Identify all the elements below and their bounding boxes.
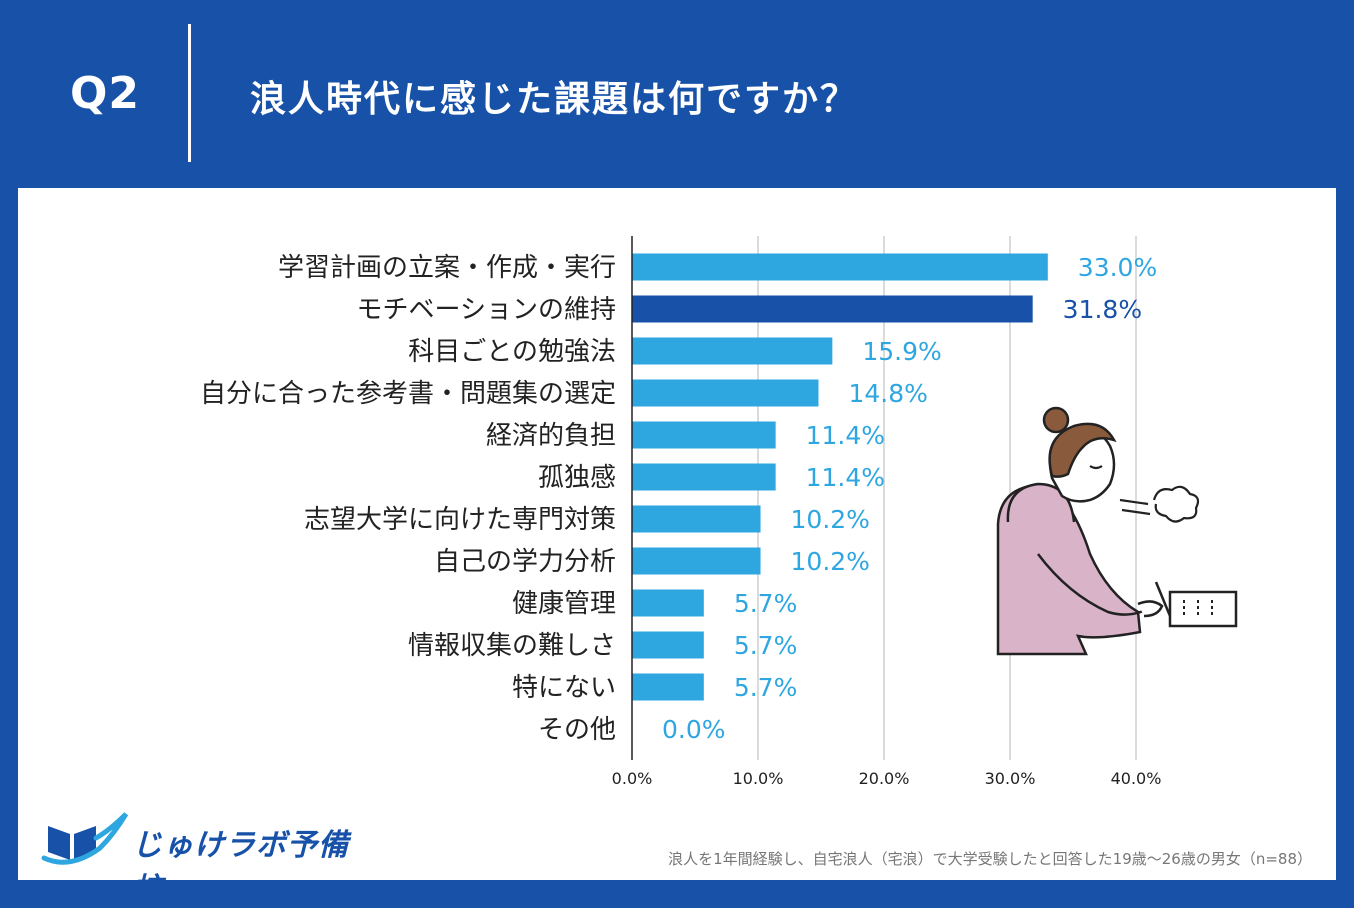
value-label: 11.4% (806, 463, 885, 492)
value-label: 14.8% (848, 379, 927, 408)
value-label: 15.9% (862, 337, 941, 366)
bar (632, 295, 1033, 323)
chart-panel: 学習計画の立案・作成・実行モチベーションの維持科目ごとの勉強法自分に合った参考書… (18, 188, 1336, 907)
value-label: 5.7% (734, 631, 798, 660)
value-label: 10.2% (791, 505, 870, 534)
value-label: 5.7% (734, 673, 798, 702)
value-label: 11.4% (806, 421, 885, 450)
x-tick-label: 10.0% (733, 769, 784, 788)
x-tick-label: 0.0% (612, 769, 653, 788)
category-label: 情報収集の難しさ (408, 631, 616, 661)
x-tick-label: 30.0% (985, 769, 1036, 788)
bar (632, 673, 704, 701)
header-divider (188, 24, 191, 162)
bar (632, 505, 761, 533)
open-book-swoosh-icon (41, 812, 129, 865)
x-tick-label: 20.0% (859, 769, 910, 788)
question-number: Q2 (70, 68, 141, 119)
stressed-student-writing-illustration (996, 406, 1238, 656)
category-label: 自分に合った参考書・問題集の選定 (200, 379, 616, 409)
value-labels: 33.0% 31.8% 15.9% 14.8% 11.4% 11.4% 10.2% 10.2%… (662, 253, 1157, 744)
value-label: 10.2% (791, 547, 870, 576)
category-label: 自己の学力分析 (434, 547, 616, 577)
x-axis-ticks: 0.0% 10.0% 20.0% 30.0% 40.0% (612, 769, 1162, 788)
bar (632, 547, 761, 575)
company-logo: じゅけラボ予備校 (40, 808, 370, 907)
bar (632, 421, 776, 449)
header: Q2 浪人時代に感じた課題は何ですか？ (0, 0, 1354, 188)
category-label: その他 (538, 715, 616, 745)
bar (632, 589, 704, 617)
logo-text: じゅけラボ予備校 (132, 828, 349, 907)
value-label: 0.0% (662, 715, 726, 744)
category-label: 特にない (512, 673, 616, 703)
bar-chart: 学習計画の立案・作成・実行モチベーションの維持科目ごとの勉強法自分に合った参考書… (200, 236, 1162, 788)
bar (632, 337, 833, 365)
bar (632, 379, 819, 407)
category-label: 経済的負担 (486, 421, 616, 451)
bars (632, 253, 1048, 701)
bar (632, 253, 1048, 281)
category-label: 学習計画の立案・作成・実行 (278, 253, 616, 283)
category-label: 志望大学に向けた専門対策 (304, 505, 616, 535)
bar (632, 631, 704, 659)
category-label: 科目ごとの勉強法 (408, 337, 616, 367)
value-label: 5.7% (734, 589, 798, 618)
question-title: 浪人時代に感じた課題は何ですか？ (250, 79, 859, 120)
category-label: モチベーションの維持 (357, 295, 616, 325)
value-label: 31.8% (1063, 295, 1142, 324)
bar (632, 463, 776, 491)
category-labels: 学習計画の立案・作成・実行モチベーションの維持科目ごとの勉強法自分に合った参考書… (200, 253, 616, 745)
value-label: 33.0% (1078, 253, 1157, 282)
footnote: 浪人を1年間経験し、自宅浪人（宅浪）で大学受験したと回答した19歳〜26歳の男女… (668, 850, 1312, 868)
category-label: 孤独感 (538, 463, 616, 493)
x-tick-label: 40.0% (1111, 769, 1162, 788)
category-label: 健康管理 (512, 589, 616, 619)
